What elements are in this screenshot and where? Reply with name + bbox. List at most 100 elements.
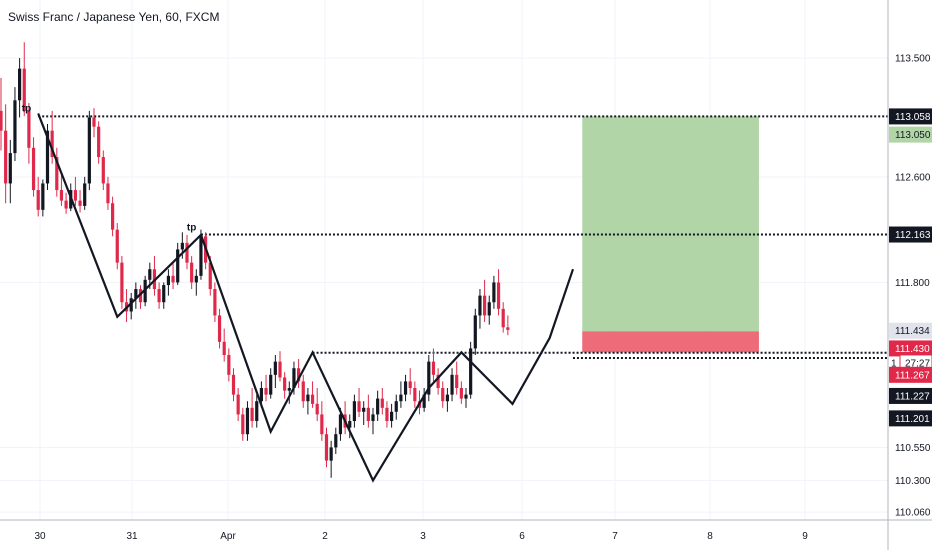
position-boxes [582, 116, 759, 353]
tp-label: tp [22, 104, 31, 115]
candle [264, 374, 268, 402]
level-lines [38, 115, 888, 360]
candle-body [301, 381, 305, 402]
candle [0, 77, 3, 151]
candle-body [55, 157, 59, 191]
candle [324, 427, 329, 468]
candle-body [366, 407, 370, 422]
candle [315, 388, 319, 422]
price-tag-label: 111.201 [895, 414, 930, 425]
candle [306, 388, 310, 415]
candle [506, 315, 510, 336]
candle [241, 407, 245, 441]
candle-body [185, 242, 189, 263]
candle-body [292, 368, 296, 389]
candle [64, 192, 68, 214]
candle [190, 256, 194, 290]
price-axis[interactable]: 113.500 112.600 111.800 110.550 110.300 110.0… [895, 54, 931, 519]
time-tick-label: Apr [220, 531, 236, 542]
price-tag-label: 113.058 [895, 112, 931, 123]
candle-body [162, 285, 166, 303]
candle [73, 176, 77, 206]
candle [459, 381, 463, 404]
candle [111, 196, 115, 237]
candle [217, 308, 222, 349]
price-tick-label: 110.060 [895, 508, 931, 519]
candle [492, 275, 496, 309]
price-tag-label: 111.430 [895, 344, 930, 355]
candle [27, 102, 31, 164]
price-tag: 111.434 [889, 322, 932, 339]
candle-body [45, 130, 50, 184]
candle-body [236, 394, 240, 415]
candle [129, 292, 133, 320]
candle-body [445, 394, 449, 402]
time-tick-label: 31 [126, 531, 138, 542]
candle [13, 87, 17, 162]
candle-body [227, 355, 231, 375]
candle [250, 388, 254, 428]
time-tick-label: 8 [707, 531, 713, 542]
candle-body [129, 298, 133, 312]
candle-body [352, 401, 356, 422]
candle-body [4, 130, 8, 184]
candle-body [59, 190, 64, 201]
candle-body [441, 388, 445, 402]
candle [348, 414, 352, 439]
price-tag-bg [889, 126, 932, 143]
candle [450, 368, 454, 402]
tp-label: tp [187, 222, 196, 233]
price-tick-label: 112.600 [895, 172, 931, 183]
candle-body [385, 407, 389, 422]
price-tag-label: 113.050 [895, 130, 931, 141]
time-tick-label: 30 [34, 531, 46, 542]
candle-body [241, 414, 245, 435]
candle-body [394, 401, 398, 412]
annotations: tp tp [22, 104, 197, 234]
candle-body [362, 407, 366, 412]
price-tag-label: 112.163 [895, 230, 931, 241]
candle [36, 176, 40, 217]
candle [194, 269, 198, 296]
candle-body [41, 183, 45, 210]
candle-body [222, 341, 226, 356]
price-tag-bg [889, 410, 932, 427]
candle [478, 289, 482, 329]
zigzag-line [37, 113, 575, 483]
candle [287, 381, 291, 404]
candle [101, 150, 105, 191]
candle-body [8, 153, 12, 184]
price-tag: 111.201 [889, 410, 932, 427]
candle-body [297, 368, 301, 382]
candle [380, 388, 384, 415]
price-tag: 111.227 [889, 387, 932, 404]
candle [413, 381, 417, 408]
candle-body [171, 275, 175, 283]
candle [213, 282, 217, 323]
candle-body [231, 374, 236, 395]
candle [427, 355, 431, 402]
candle-body [408, 381, 412, 389]
candle [399, 381, 403, 408]
candle-body [478, 295, 482, 316]
price-tag-label: 111.267 [895, 370, 930, 381]
candle [310, 381, 315, 408]
candle-body [208, 262, 212, 290]
time-axis[interactable]: 30 31 Apr 2 3 6 7 8 9 [34, 531, 808, 542]
candle [227, 348, 231, 382]
candle-body [106, 183, 110, 204]
candle [366, 394, 370, 428]
candle [55, 147, 59, 197]
stop-zone [582, 331, 759, 353]
candle [59, 174, 64, 206]
candle [436, 368, 440, 395]
price-tag-label: 111.227 [895, 391, 930, 402]
price-tag-bg [889, 322, 932, 339]
candle-body [431, 361, 436, 375]
candle-body [338, 414, 343, 435]
price-tag: 112.163 [889, 226, 932, 243]
candle [297, 358, 301, 389]
candle-body [190, 262, 194, 283]
